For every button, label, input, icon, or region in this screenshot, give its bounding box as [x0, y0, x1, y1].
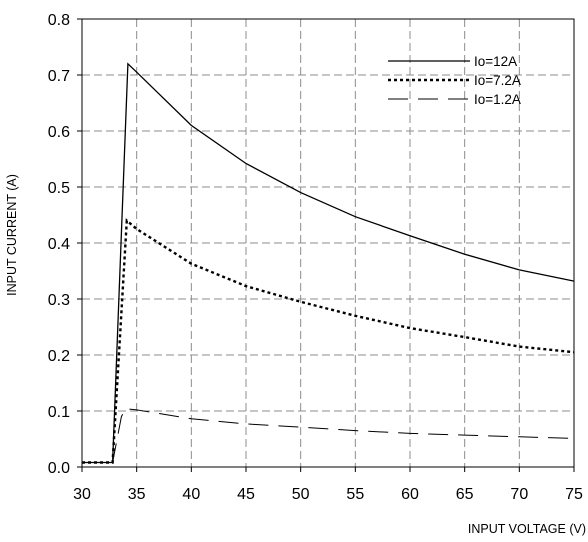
x-tick-label: 60 — [401, 486, 419, 503]
grid-lines — [82, 19, 574, 467]
y-axis-title: INPUT CURRENT (A) — [5, 174, 19, 296]
legend: Io=12A Io=7.2A Io=1.2A — [388, 54, 521, 107]
legend-label: Io=12A — [474, 54, 517, 69]
x-tick-label: 65 — [456, 486, 474, 503]
y-tick-label: 0.6 — [48, 124, 70, 141]
y-tick-label: 0.8 — [48, 12, 70, 29]
series-line — [82, 218, 575, 464]
x-tick-label: 70 — [510, 486, 528, 503]
x-tick-label: 40 — [182, 486, 200, 503]
x-tick-label: 50 — [292, 486, 310, 503]
series-line — [82, 62, 575, 464]
y-tick-label: 0.4 — [48, 236, 70, 253]
y-tick-label: 0.3 — [48, 292, 70, 309]
y-tick-label: 0.7 — [48, 68, 70, 85]
legend-label: Io=1.2A — [474, 92, 521, 107]
x-tick-labels: 30 35 40 45 50 55 60 65 70 75 — [73, 467, 583, 503]
y-tick-label: 0.0 — [48, 460, 70, 477]
y-tick-labels: 0.0 0.1 0.2 0.3 0.4 0.5 0.6 0.7 0.8 — [48, 12, 82, 477]
x-tick-label: 30 — [73, 486, 91, 503]
legend-label: Io=7.2A — [474, 73, 521, 88]
x-axis-title: INPUT VOLTAGE (V) — [468, 522, 586, 536]
x-tick-label: 55 — [346, 486, 364, 503]
series-line — [82, 408, 575, 463]
x-tick-label: 75 — [565, 486, 583, 503]
series-lines — [82, 62, 575, 464]
y-tick-label: 0.5 — [48, 180, 70, 197]
x-tick-label: 35 — [128, 486, 146, 503]
x-tick-label: 45 — [237, 486, 255, 503]
y-tick-label: 0.2 — [48, 348, 70, 365]
y-tick-label: 0.1 — [48, 404, 70, 421]
